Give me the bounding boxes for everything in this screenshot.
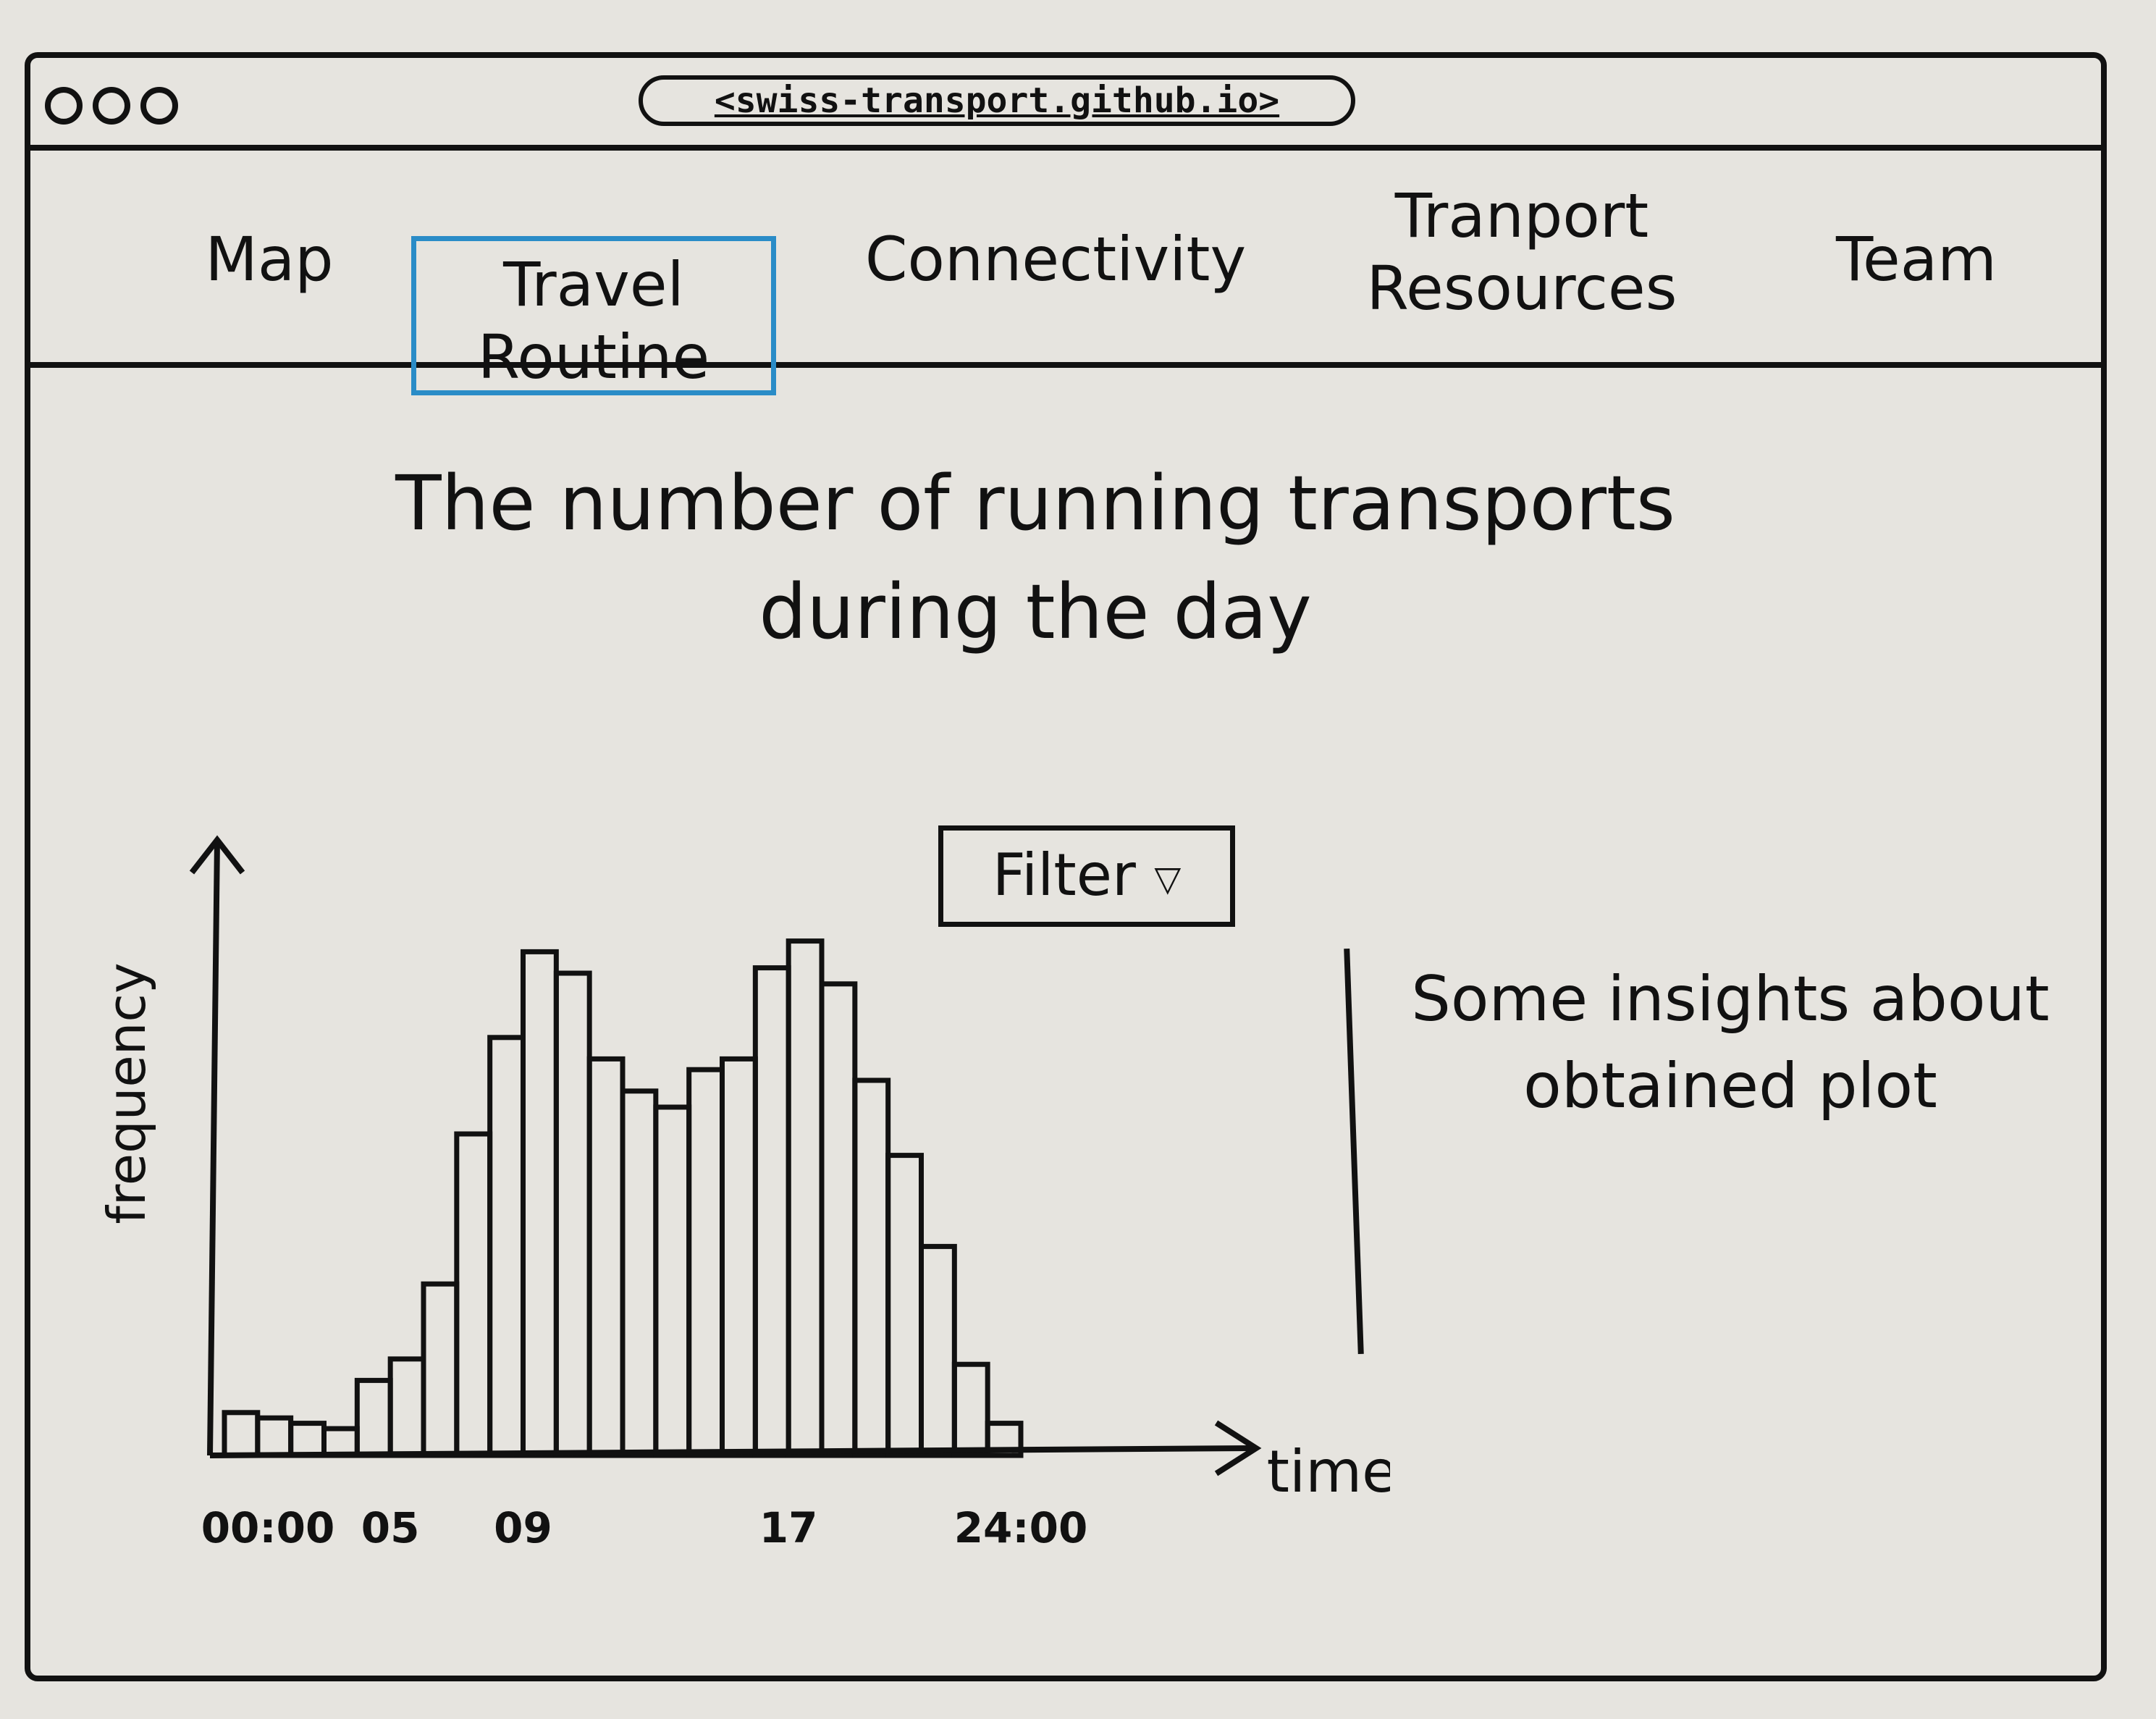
histogram-bar	[487, 1035, 526, 1458]
tab-travel-routine[interactable]: Travel Routine	[411, 236, 776, 395]
tab-label: Tranport Resources	[1366, 180, 1677, 324]
histogram-bar	[222, 1410, 261, 1458]
tab-label: Team	[1835, 224, 1997, 295]
browser-window: <swiss-transport.github.io> Map Travel R…	[25, 52, 2107, 1681]
tab-map[interactable]: Map	[153, 223, 385, 295]
frequency-histogram: 00:00 05 09 17 24:00 time frequency	[96, 835, 1390, 1552]
page-title: The number of running transports during …	[395, 459, 1675, 656]
tab-team[interactable]: Team	[1797, 223, 2036, 295]
x-tick-label: 17	[759, 1503, 818, 1552]
histogram-bar	[288, 1421, 327, 1458]
title-bar: <swiss-transport.github.io>	[30, 58, 2101, 151]
filter-dropdown[interactable]: Filter ▽	[938, 825, 1235, 927]
tab-label: Travel Routine	[477, 249, 710, 392]
histogram-bar	[620, 1088, 659, 1458]
histogram-bar	[919, 1243, 957, 1458]
x-axis-line	[209, 1445, 1253, 1458]
chevron-down-icon: ▽	[1154, 859, 1182, 900]
histogram-bar	[586, 1056, 626, 1458]
histogram-bar	[852, 1077, 891, 1458]
x-tick-label: 05	[361, 1503, 420, 1552]
filter-label: Filter	[992, 841, 1136, 909]
y-axis-line	[207, 839, 220, 1456]
tab-transport-resources[interactable]: Tranport Resources	[1334, 180, 1710, 324]
histogram-bar	[786, 938, 825, 1458]
maximize-window-icon[interactable]	[140, 87, 178, 125]
histogram-bar	[819, 981, 858, 1458]
histogram-bar	[454, 1131, 493, 1458]
histogram-bar	[255, 1415, 294, 1458]
close-window-icon[interactable]	[45, 87, 83, 125]
histogram-bar	[521, 949, 559, 1458]
histogram-bar	[421, 1281, 460, 1458]
x-axis-label: time	[1267, 1438, 1390, 1505]
histogram-bar	[686, 1067, 725, 1458]
x-tick-label: 24:00	[954, 1503, 1088, 1552]
histogram-bar	[354, 1377, 393, 1458]
tab-label: Map	[205, 224, 334, 295]
minimize-window-icon[interactable]	[93, 87, 130, 125]
histogram-bar	[321, 1426, 360, 1458]
y-axis-arrow	[189, 835, 245, 875]
y-axis-label: frequency	[96, 962, 157, 1224]
histogram-bar	[985, 1421, 1024, 1458]
tab-connectivity[interactable]: Connectivity	[824, 223, 1287, 295]
x-axis-arrow	[1214, 1420, 1262, 1476]
histogram-bar	[720, 1056, 758, 1458]
x-tick-label: 09	[494, 1503, 552, 1552]
histogram-bar	[387, 1356, 426, 1458]
histogram-bar	[951, 1361, 990, 1458]
insights-text: Some insights about obtained plot	[1411, 963, 2050, 1122]
histogram-bar	[553, 970, 592, 1458]
tab-label: Connectivity	[864, 224, 1247, 295]
histogram-bar	[653, 1104, 692, 1458]
address-bar[interactable]: <swiss-transport.github.io>	[639, 75, 1355, 126]
x-tick-label: 00:00	[201, 1503, 335, 1552]
nav-bar: Map Travel Routine Connectivity Tranport…	[30, 151, 2101, 395]
histogram-bar	[885, 1153, 924, 1458]
histogram-bar	[752, 965, 791, 1458]
